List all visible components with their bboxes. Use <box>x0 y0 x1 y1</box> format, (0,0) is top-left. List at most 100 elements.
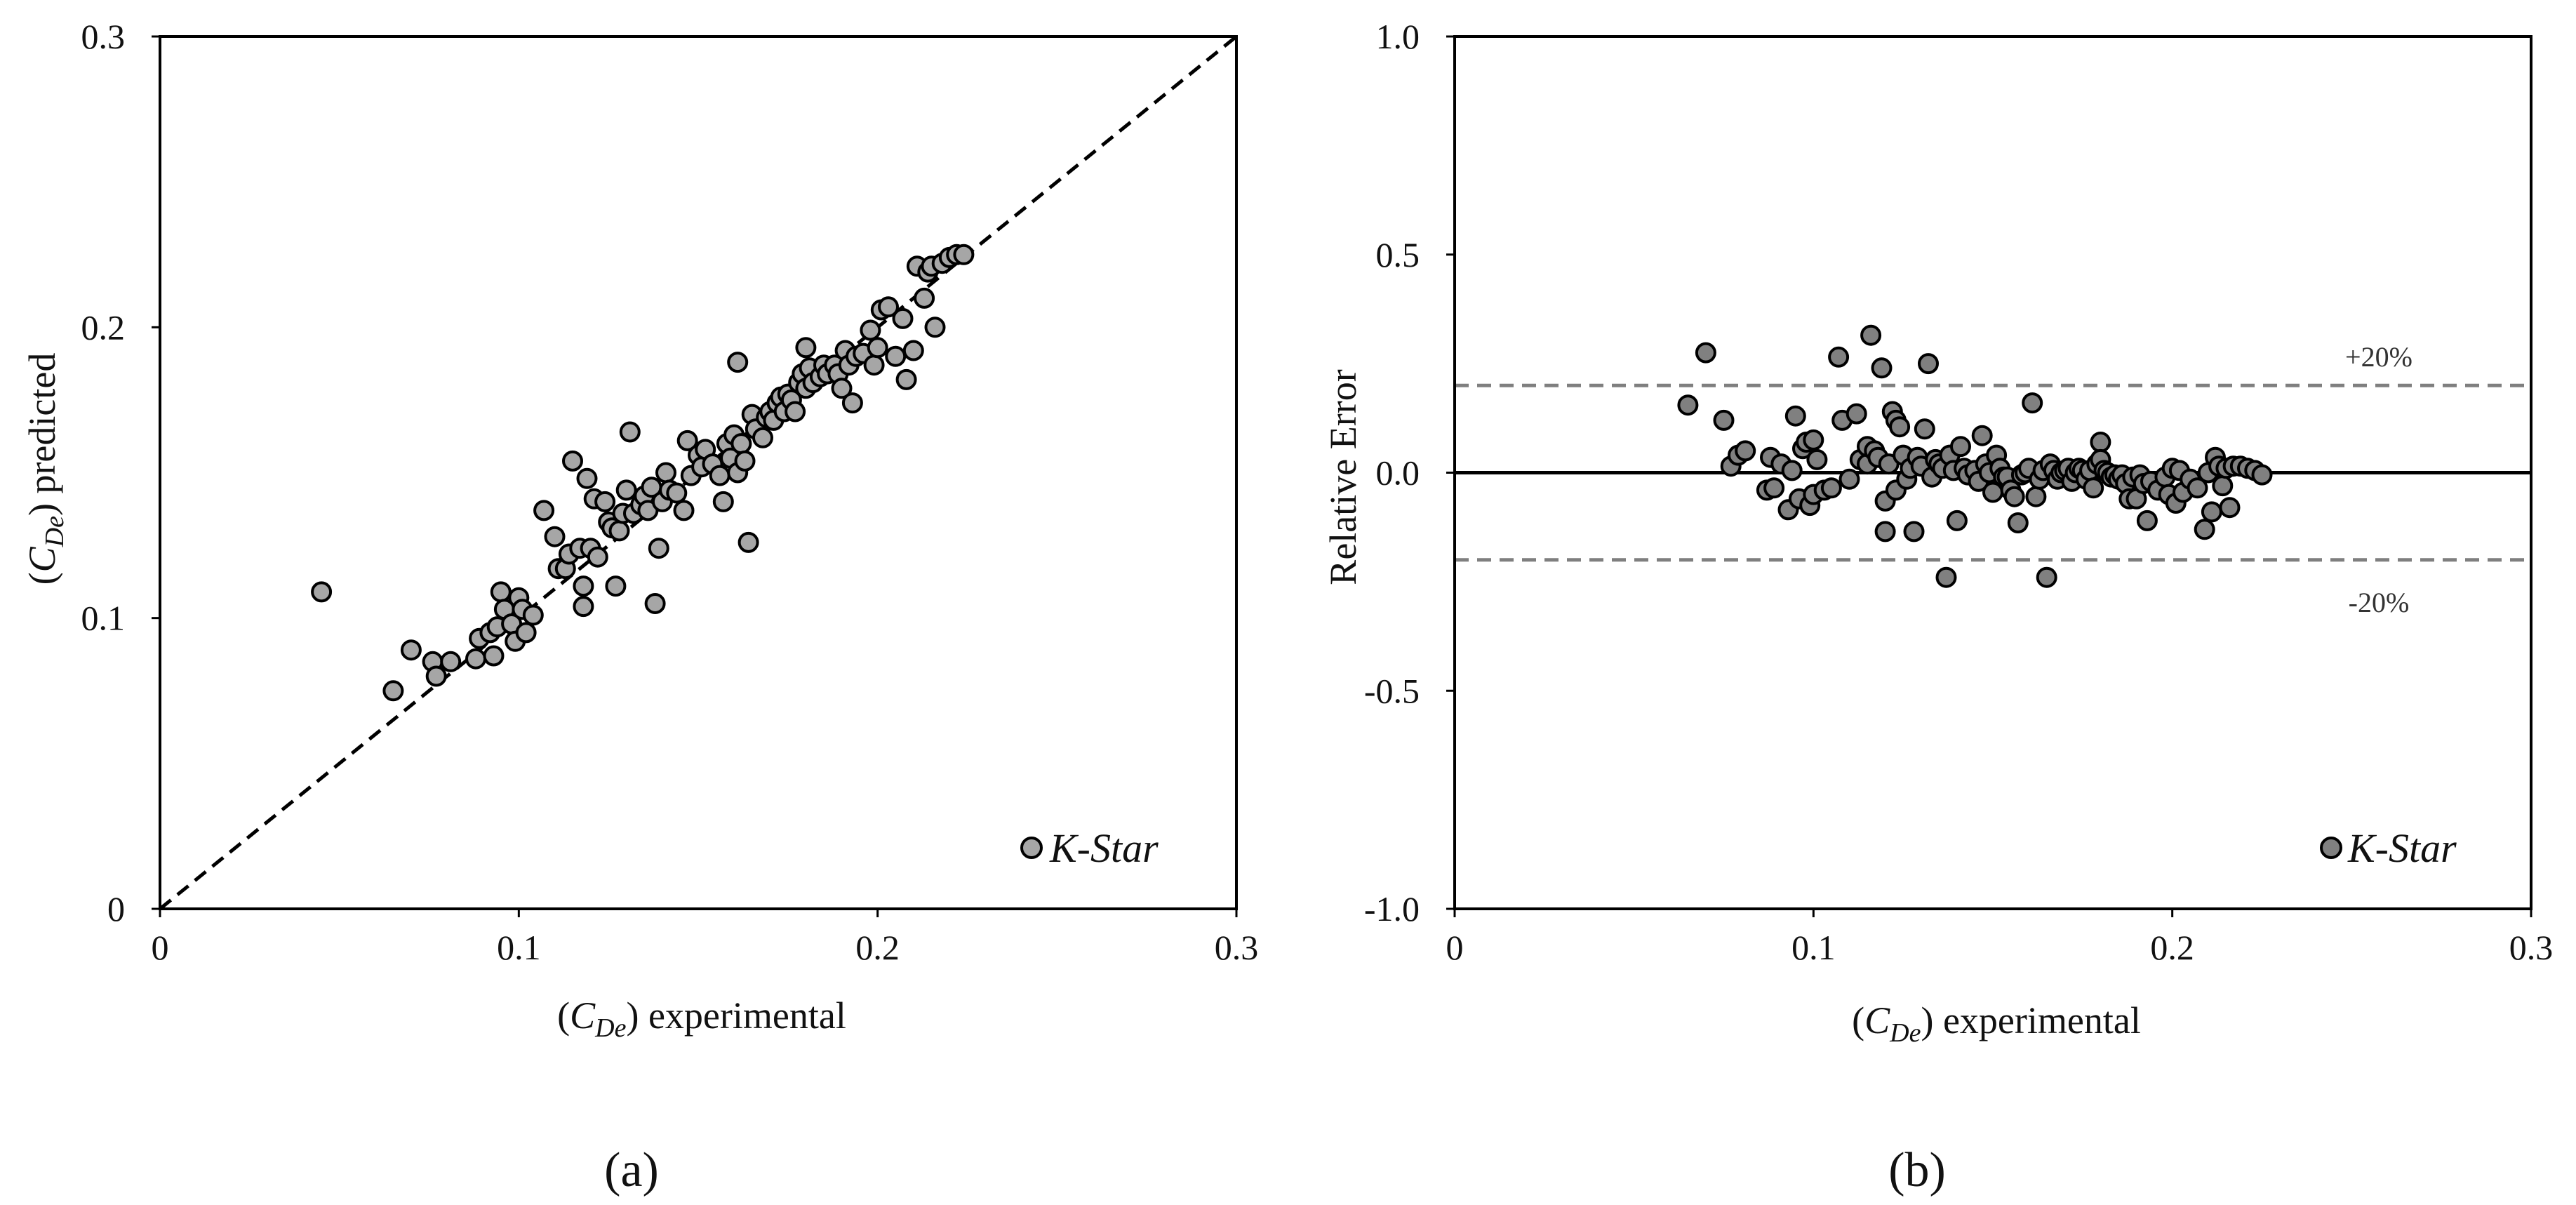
panel-a-data-point <box>953 244 975 265</box>
panel-a-data-point <box>734 450 756 472</box>
panel-a-data-point <box>885 345 907 367</box>
panel-a-y-tick-label: 0.1 <box>81 599 126 638</box>
panel-b-data-point <box>1903 521 1925 542</box>
panel-a-data-point <box>655 462 676 484</box>
panel-b-data-point <box>1713 409 1735 431</box>
panel-a-data-point <box>738 531 759 553</box>
panel-a-data-point <box>863 354 885 376</box>
panel-b-data-point <box>2194 519 2215 540</box>
panel-a-data-points <box>311 244 975 702</box>
panel-a-data-point <box>712 491 734 512</box>
panel-a-data-point <box>382 680 404 702</box>
panel-b-y-axis-title: Relative Error <box>1322 369 1364 585</box>
panel-a-x-axis-title: (CDe) experimental <box>557 994 846 1043</box>
panel-b-x-axis-title-open: ( <box>1852 999 1864 1041</box>
panel-a-data-point <box>562 450 583 472</box>
panel-b-x-tick-label: 0 <box>1446 928 1464 967</box>
panel-a-data-point <box>608 520 630 542</box>
panel-b-data-point <box>1846 403 1867 425</box>
panel-a-data-point <box>795 337 817 359</box>
panel-a-data-point <box>902 340 924 361</box>
panel-b-data-point <box>2036 566 2057 588</box>
panel-a-data-point <box>673 500 695 521</box>
panel-a-x-axis-title-subscript: De <box>594 1013 626 1043</box>
panel-a-data-point <box>522 604 544 626</box>
panel-a-y-axis-title: (CDe) predicted <box>21 353 69 585</box>
panel-b-data-point <box>2003 486 2025 507</box>
panel-b-data-point <box>2219 497 2241 519</box>
panel-b-legend-marker <box>2320 837 2342 859</box>
panel-a-data-point <box>730 433 752 455</box>
panel-b-data-point <box>1918 353 1939 375</box>
panel-b-relative-error-scatter: 0 0.1 0.2 0.3 1.0 0.5 0.0 -0.5 -1.0 +20% -20% (C… <box>1322 17 2553 1197</box>
panel-a-data-point <box>924 317 946 338</box>
panel-a-data-point <box>440 651 462 672</box>
panel-a-data-point <box>878 296 899 318</box>
panel-b-data-point <box>1874 521 1896 542</box>
panel-a-x-tick-label: 0.3 <box>1215 928 1259 967</box>
panel-a-data-point <box>785 401 806 422</box>
panel-b-data-point <box>1935 566 1957 588</box>
panel-b-data-point <box>1838 468 1860 490</box>
panel-a-scatter-predicted-vs-experimental: 0 0.1 0.2 0.300.10.20.3 (CDe) experimental … <box>21 17 1258 1197</box>
panel-b-x-axis-title-subscript: De <box>1889 1018 1921 1048</box>
panel-b-data-point <box>2187 477 2208 499</box>
panel-b-plot-area <box>1453 35 2532 910</box>
panel-b-data-point <box>1946 510 1968 531</box>
panel-b-y-tick-label: -0.5 <box>1364 671 1420 710</box>
panel-a-data-point <box>892 307 914 329</box>
panel-b-data-point <box>2090 432 2111 453</box>
panel-a-data-point <box>465 648 486 670</box>
panel-a-data-point <box>544 526 566 547</box>
panel-a-data-point <box>573 596 594 618</box>
panel-b-x-axis-title: (CDe) experimental <box>1852 999 2141 1048</box>
panel-a-data-point <box>752 427 773 448</box>
panel-b-data-point <box>2025 486 2047 507</box>
panel-b-data-point <box>1860 324 1882 346</box>
panel-b-data-point <box>1871 357 1893 379</box>
panel-a-data-point <box>666 482 688 504</box>
panel-a-data-point <box>573 575 594 597</box>
panel-a-y-axis-title-close: ) <box>21 503 63 516</box>
panel-a-x-tick-label: 0.2 <box>855 928 900 967</box>
panel-a-x-axis-title-open: ( <box>557 994 570 1037</box>
panel-b-legend: K-Star <box>2320 825 2457 871</box>
panel-a-tick-labels: 0 0.1 0.2 0.3 0 0.1 0.2 0.3 <box>81 17 1259 967</box>
panel-b-data-point <box>2251 464 2273 486</box>
panel-b-x-tick-label: 0.3 <box>2509 928 2554 967</box>
panel-a-data-point <box>576 467 598 489</box>
panel-b-data-point <box>2212 475 2234 497</box>
panel-a-x-tick-label: 0 <box>152 928 169 967</box>
panel-a-data-point <box>676 430 698 451</box>
panel-b-y-tick-label: -1.0 <box>1364 889 1420 928</box>
panel-a-data-point <box>831 378 853 399</box>
panel-b-data-point <box>1828 346 1850 368</box>
panel-a-data-point <box>490 581 512 603</box>
panel-b-minus-20-percent-label: -20% <box>2349 587 2410 618</box>
panel-b-plus-20-percent-label: +20% <box>2345 341 2413 373</box>
panel-a-data-point <box>533 500 555 521</box>
panel-a-y-axis-title-open: ( <box>21 572 63 585</box>
panel-b-data-point <box>1763 477 1785 499</box>
panel-b-data-point <box>1695 342 1716 364</box>
panel-a-x-axis-title-symbol: C <box>570 994 596 1037</box>
panel-b-data-point <box>1784 405 1806 427</box>
panel-b-data-point <box>1914 418 1935 440</box>
panel-b-data-point <box>1971 425 1993 446</box>
panel-b-data-point <box>1803 429 1824 451</box>
panel-a-data-point <box>914 287 935 309</box>
panel-b-data-point <box>2007 512 2029 533</box>
panel-a-data-point <box>615 479 637 501</box>
panel-a-y-axis-title-subscript: De <box>40 516 69 547</box>
panel-a-legend-label: K-Star <box>1049 825 1159 871</box>
panel-b-data-point <box>1735 440 1756 462</box>
panel-a-data-point <box>644 593 666 614</box>
panel-b-data-point <box>2136 510 2158 531</box>
panel-b-x-axis-title-suffix: experimental <box>1933 999 2140 1041</box>
panel-a-y-tick-label: 0.2 <box>81 307 126 347</box>
panel-a-data-point <box>400 639 422 661</box>
panel-a-identity-dashed-line <box>159 35 1238 910</box>
panel-b-caption: (b) <box>1888 1143 1946 1197</box>
panel-b-data-points <box>1677 324 2273 588</box>
